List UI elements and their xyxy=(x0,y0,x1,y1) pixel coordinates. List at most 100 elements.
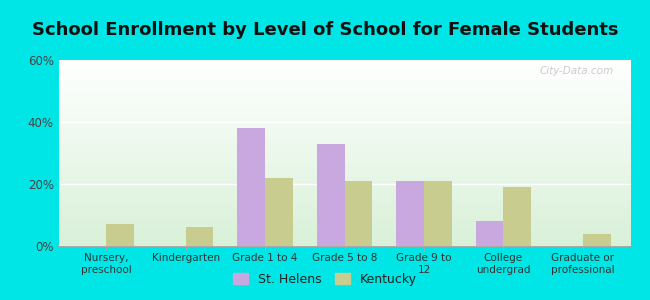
Bar xyxy=(58,219,630,220)
Bar xyxy=(58,205,630,206)
Bar xyxy=(58,118,630,119)
Bar xyxy=(58,155,630,156)
Bar xyxy=(58,145,630,146)
Bar xyxy=(58,127,630,128)
Bar xyxy=(58,141,630,142)
Bar xyxy=(58,117,630,118)
Bar xyxy=(58,128,630,129)
Bar xyxy=(58,80,630,81)
Bar xyxy=(58,216,630,217)
Bar xyxy=(58,134,630,135)
Bar xyxy=(503,187,531,246)
Bar xyxy=(58,218,630,219)
Bar xyxy=(58,139,630,140)
Bar xyxy=(58,100,630,101)
Bar xyxy=(58,244,630,245)
Bar xyxy=(58,85,630,86)
Bar xyxy=(58,142,630,143)
Bar xyxy=(58,178,630,179)
Bar xyxy=(58,76,630,77)
Bar xyxy=(58,234,630,235)
Bar xyxy=(58,202,630,203)
Bar xyxy=(58,84,630,85)
Bar xyxy=(58,129,630,130)
Bar xyxy=(58,184,630,185)
Bar xyxy=(58,114,630,115)
Bar xyxy=(58,62,630,63)
Bar xyxy=(58,147,630,148)
Bar xyxy=(58,111,630,112)
Bar xyxy=(58,190,630,191)
Bar xyxy=(58,212,630,214)
Bar xyxy=(58,103,630,104)
Bar xyxy=(58,96,630,97)
Bar xyxy=(58,235,630,236)
Bar xyxy=(58,221,630,222)
Bar xyxy=(58,232,630,233)
Bar xyxy=(58,162,630,163)
Bar xyxy=(58,151,630,152)
Bar xyxy=(58,123,630,124)
Bar xyxy=(58,110,630,111)
Bar xyxy=(58,116,630,117)
Bar xyxy=(58,239,630,240)
Bar xyxy=(58,112,630,113)
Bar xyxy=(58,241,630,242)
Bar xyxy=(58,215,630,216)
Bar xyxy=(58,120,630,122)
Bar xyxy=(58,78,630,79)
Bar xyxy=(58,143,630,144)
Bar xyxy=(58,238,630,239)
Bar xyxy=(58,236,630,237)
Bar xyxy=(58,99,630,100)
Bar xyxy=(58,217,630,218)
Bar xyxy=(58,158,630,159)
Bar xyxy=(265,178,293,246)
Bar xyxy=(58,196,630,197)
Bar xyxy=(58,222,630,223)
Bar xyxy=(186,227,213,246)
Bar xyxy=(58,88,630,89)
Bar xyxy=(58,86,630,87)
Bar xyxy=(58,95,630,96)
Bar xyxy=(424,181,452,246)
Bar xyxy=(58,172,630,173)
Bar xyxy=(344,181,372,246)
Bar xyxy=(58,125,630,126)
Bar xyxy=(58,179,630,180)
Bar xyxy=(58,149,630,150)
Bar xyxy=(58,166,630,167)
Bar xyxy=(58,243,630,244)
Bar xyxy=(58,173,630,174)
Bar xyxy=(58,71,630,72)
Bar xyxy=(58,160,630,161)
Bar xyxy=(58,69,630,70)
Bar xyxy=(58,229,630,230)
Bar xyxy=(58,64,630,66)
Bar xyxy=(58,70,630,71)
Bar xyxy=(58,164,630,165)
Bar xyxy=(58,233,630,234)
Bar xyxy=(58,60,630,61)
Bar xyxy=(58,91,630,92)
Bar xyxy=(58,226,630,227)
Bar xyxy=(58,102,630,103)
Text: City-Data.com: City-Data.com xyxy=(540,66,614,76)
Bar xyxy=(317,144,345,246)
Bar xyxy=(58,124,630,125)
Bar xyxy=(58,177,630,178)
Bar xyxy=(58,87,630,88)
Bar xyxy=(58,206,630,207)
Bar xyxy=(58,192,630,193)
Bar xyxy=(58,106,630,107)
Bar xyxy=(58,195,630,196)
Bar xyxy=(58,231,630,232)
Bar xyxy=(58,185,630,187)
Bar xyxy=(58,115,630,116)
Bar xyxy=(58,209,630,210)
Bar xyxy=(58,72,630,73)
Bar xyxy=(58,201,630,202)
Bar xyxy=(58,148,630,149)
Bar xyxy=(58,97,630,98)
Bar xyxy=(58,210,630,211)
